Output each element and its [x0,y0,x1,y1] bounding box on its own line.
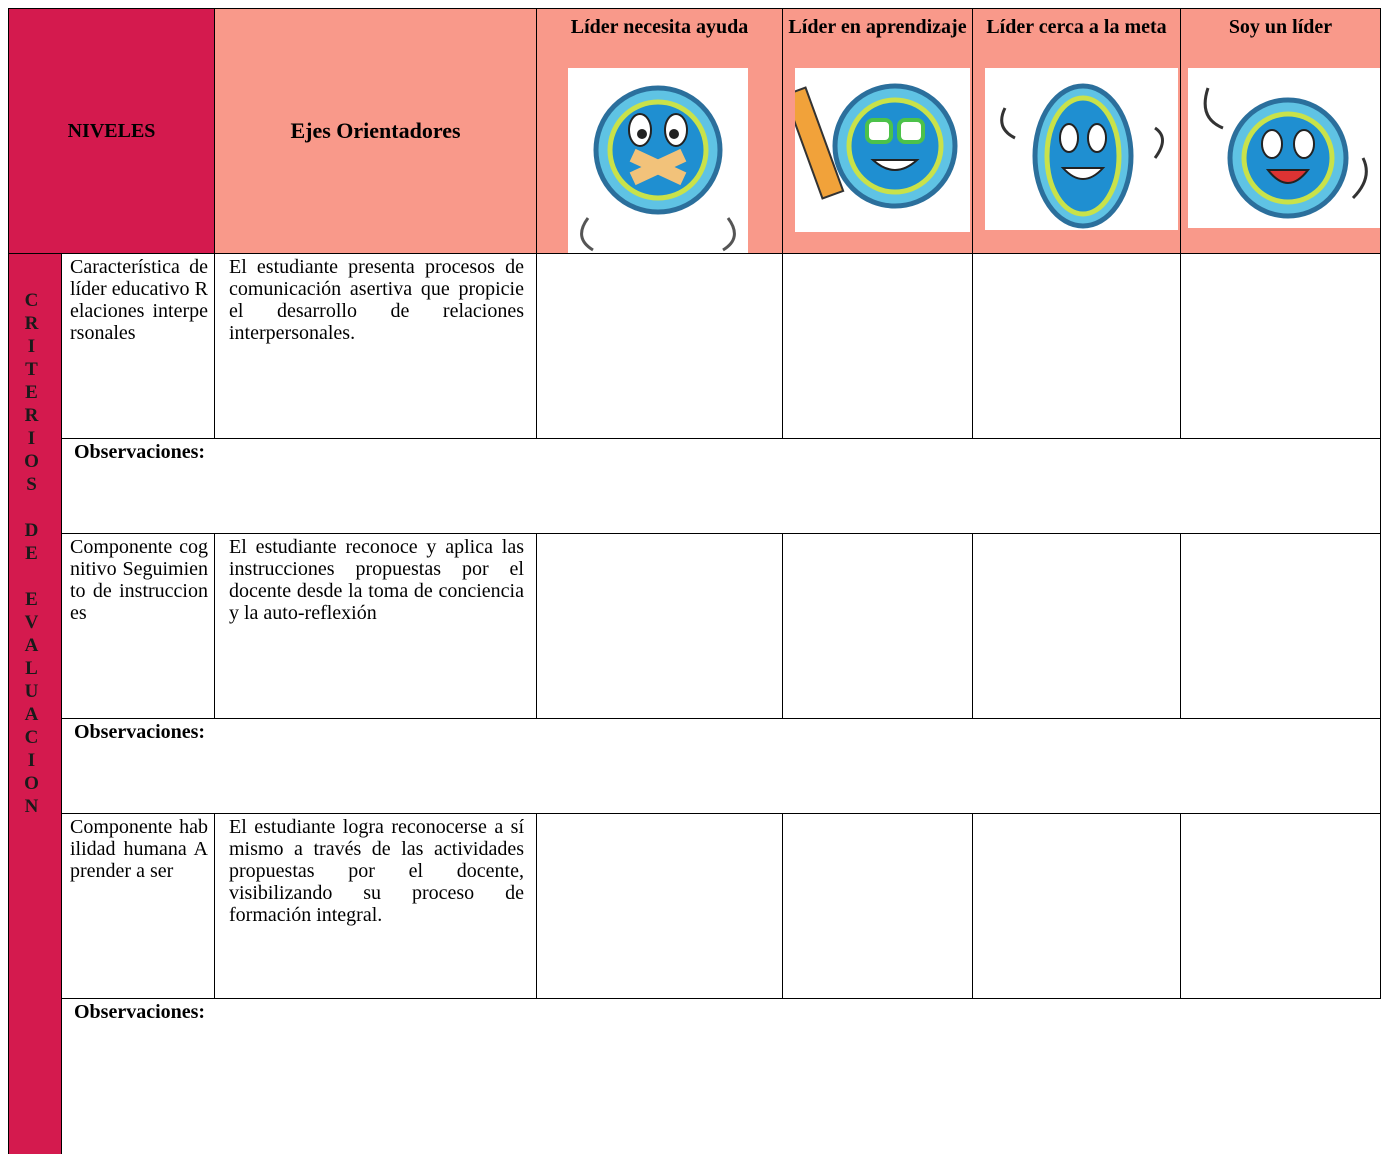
level-cell [537,814,783,999]
level-cell [783,814,973,999]
level-cell [783,534,973,719]
level-title: Líder necesita ayuda [570,16,749,38]
level-cell [783,254,973,439]
description-cell: El estudiante logra reconocerse a sí mis… [215,814,537,999]
description-cell: El estudiante presenta procesos de comun… [215,254,537,439]
observations-cell: Observaciones: [62,439,1381,534]
observations-cell: Observaciones: [62,719,1381,814]
header-niveles: NIVELES [9,9,215,254]
level-image [568,68,748,253]
left-border [8,8,9,1154]
criterion-cell: Característica de líder educativo Relaci… [62,254,215,439]
side-column [9,254,62,1154]
top-border [8,8,1381,9]
level-title: Líder cerca a la meta [986,16,1167,38]
level-cell [973,254,1181,439]
side-label: CRITERIOS DE EVALUACION [21,290,42,819]
level-cell [973,814,1181,999]
level-image [795,68,970,232]
level-cell [973,534,1181,719]
level-image [985,68,1178,230]
level-image [1188,68,1380,228]
level-cell [537,254,783,439]
criterion-cell: Componente habilidad humana Aprender a s… [62,814,215,999]
level-cell [1181,254,1381,439]
observations-cell: Observaciones: [74,1001,206,1023]
header-ejes: Ejes Orientadores [215,9,537,254]
level-cell [537,534,783,719]
level-cell [1181,814,1381,999]
level-title: Soy un líder [1228,16,1333,38]
level-cell [1181,534,1381,719]
level-title: Líder en aprendizaje [788,16,967,38]
criterion-cell: Componente cognitivo Seguimiento de inst… [62,534,215,719]
description-cell: El estudiante reconoce y aplica las inst… [215,534,537,719]
